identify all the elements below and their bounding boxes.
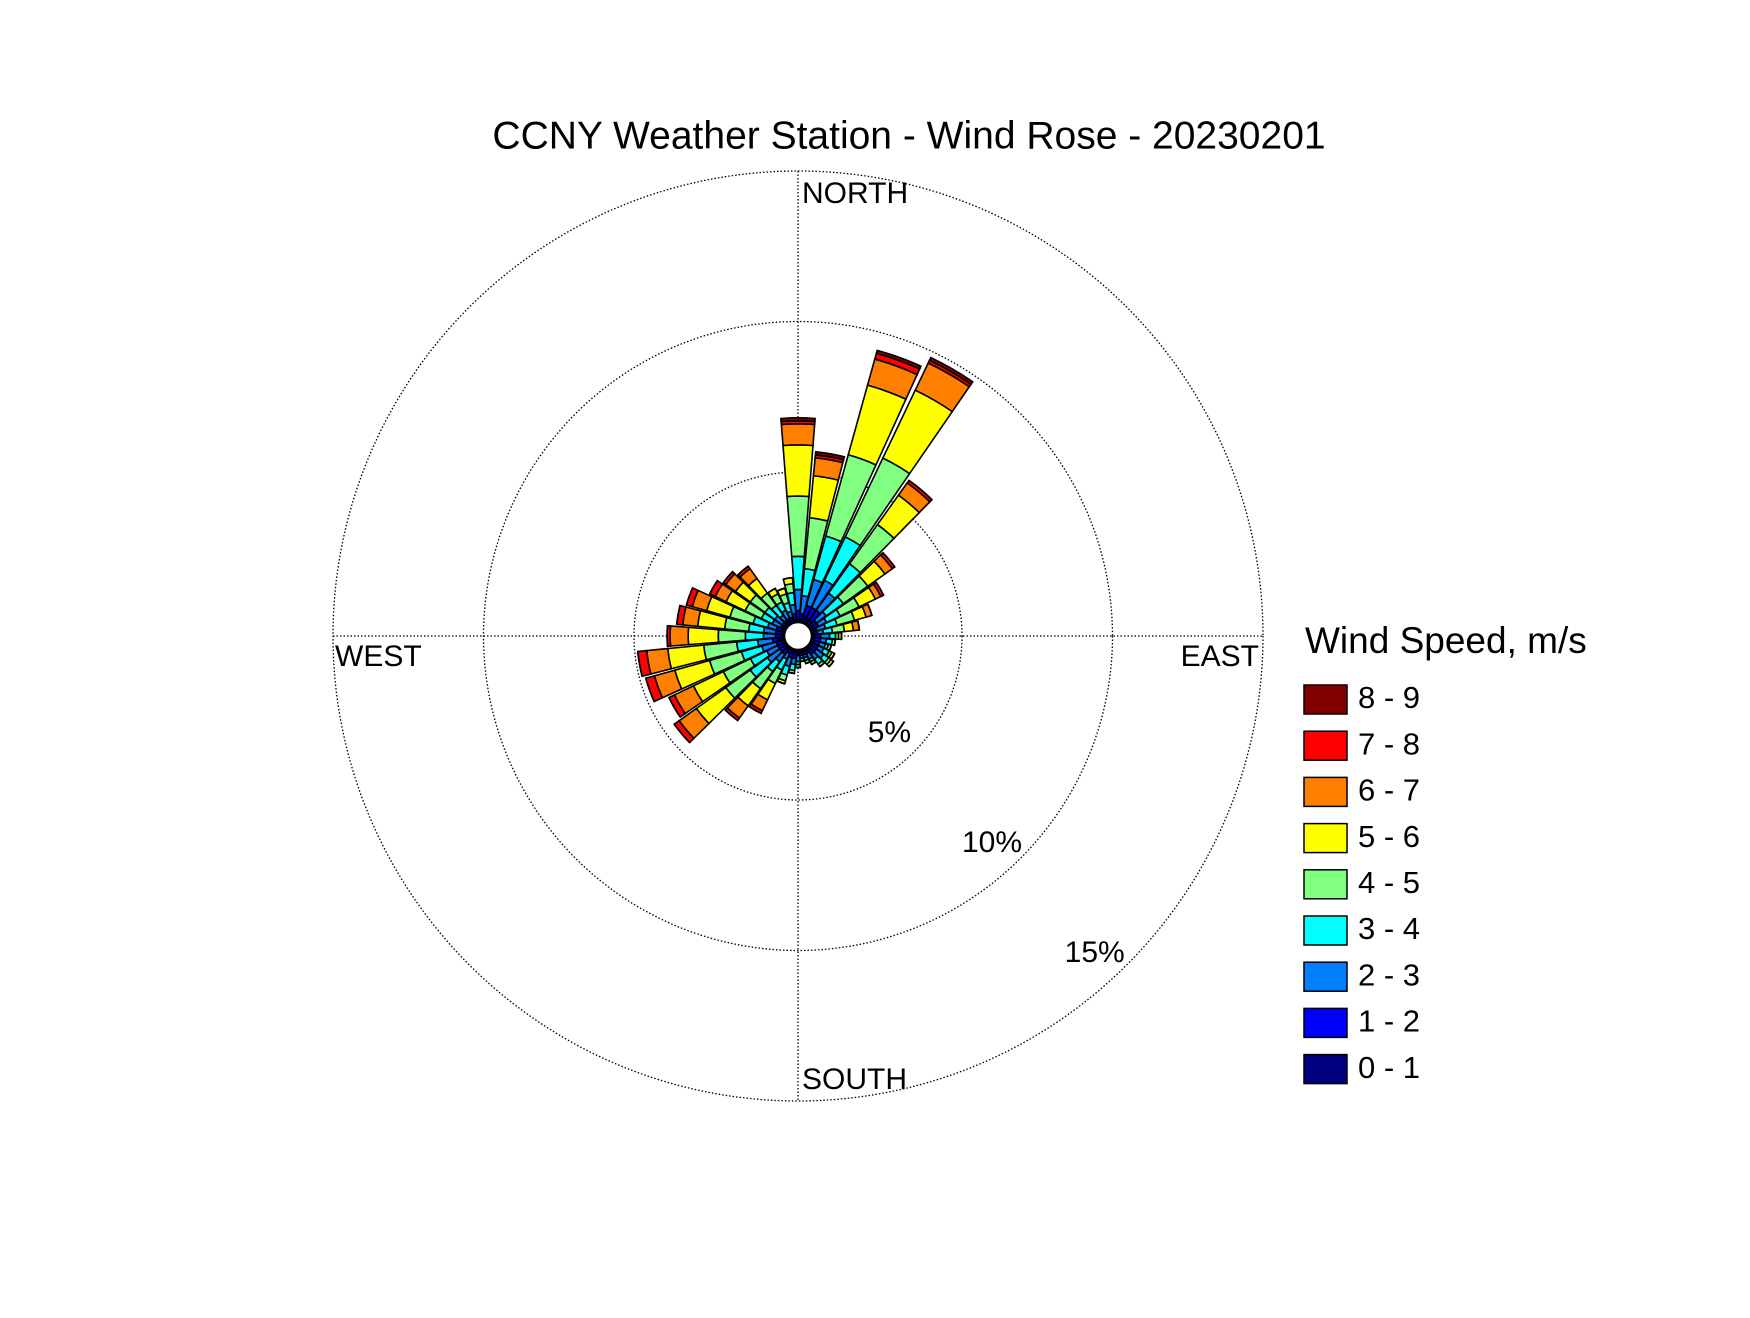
legend-label: 7 - 8 [1358,726,1420,761]
wind-wedge [718,630,745,643]
legend-label: 4 - 5 [1358,865,1420,900]
legend-label: 2 - 3 [1358,957,1420,992]
ring-label: 15% [1065,936,1125,969]
legend-swatch [1304,685,1347,714]
compass-label: EAST [1181,640,1259,673]
wind-wedge [670,626,688,646]
legend-label: 8 - 9 [1358,680,1420,715]
legend-label: 0 - 1 [1358,1050,1420,1085]
wind-wedge [789,672,795,673]
legend-swatch [1304,731,1347,760]
wind-wedge [834,640,835,646]
legend-label: 3 - 4 [1358,911,1420,946]
legend-label: 5 - 6 [1358,819,1420,854]
legend-swatch [1304,916,1347,945]
legend-swatch [1304,1008,1347,1037]
wind-wedge [781,418,815,422]
ring-label: 5% [868,716,911,749]
legend-title: Wind Speed, m/s [1305,620,1587,661]
legend-label: 6 - 7 [1358,773,1420,808]
compass-label: SOUTH [802,1063,907,1096]
legend-swatch [1304,1055,1347,1084]
legend-swatch [1304,870,1347,899]
wind-wedge [783,445,813,497]
wind-wedge [688,627,718,644]
center-hole [785,623,812,650]
wind-wedge [787,496,809,556]
wind-wedge [800,661,804,662]
legend-swatch [1304,777,1347,806]
ring-label: 10% [962,826,1022,859]
wind-wedge [829,633,835,639]
legend-swatch [1304,962,1347,991]
wind-wedge [781,424,814,446]
legend-label: 1 - 2 [1358,1004,1420,1039]
legend-swatch [1304,824,1347,853]
chart-title: CCNY Weather Station - Wind Rose - 20230… [492,114,1325,157]
compass-label: NORTH [802,177,908,210]
compass-label: WEST [335,640,422,673]
